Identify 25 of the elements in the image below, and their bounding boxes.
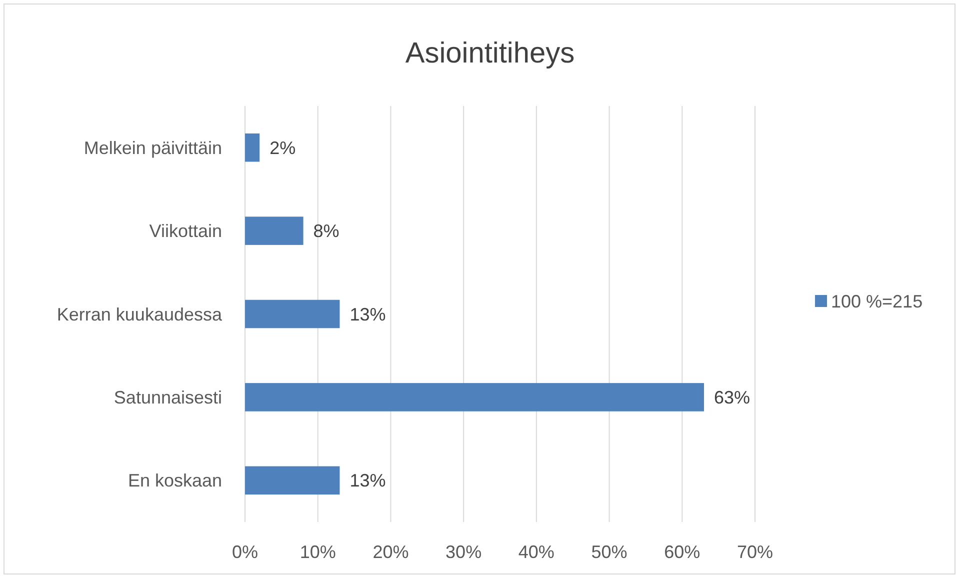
- legend-label: 100 %=215: [831, 291, 923, 312]
- y-tick-label: Satunnaisesti: [114, 388, 222, 408]
- x-tick-label: 30%: [446, 542, 482, 562]
- bar: [245, 466, 340, 495]
- data-label: 13%: [350, 304, 386, 324]
- bar: [245, 216, 304, 245]
- x-tick-label: 70%: [736, 542, 774, 562]
- bar: [245, 133, 260, 162]
- bar: [245, 300, 340, 328]
- bar: [245, 383, 704, 412]
- x-tick-label: 10%: [300, 542, 336, 562]
- y-tick-label: Viikottain: [149, 221, 222, 242]
- data-label: 13%: [350, 470, 386, 491]
- y-tick-label: Melkein päivittäin: [84, 138, 222, 158]
- x-tick-label: 50%: [591, 542, 628, 562]
- data-label: 2%: [270, 138, 296, 158]
- x-tick-label: 20%: [372, 542, 409, 562]
- y-tick-label: Kerran kuukaudessa: [56, 304, 223, 324]
- chart-title: Asiointitiheys: [405, 38, 575, 70]
- data-label: 8%: [313, 221, 340, 242]
- x-tick-label: 0%: [232, 542, 258, 562]
- data-label: 63%: [714, 388, 750, 408]
- x-tick-label: 60%: [664, 542, 700, 562]
- y-tick-label: En koskaan: [128, 470, 222, 491]
- x-tick-label: 40%: [518, 542, 554, 562]
